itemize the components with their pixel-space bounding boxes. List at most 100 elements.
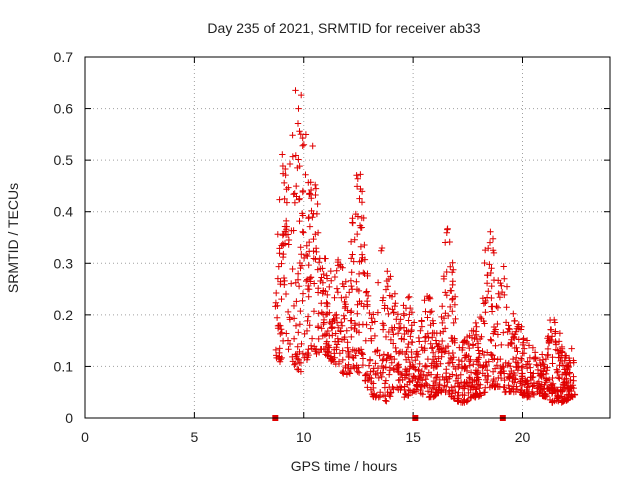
data-point [424,330,431,337]
data-point [522,361,530,368]
data-point [357,243,365,250]
data-point [513,386,521,393]
data-point [413,348,421,355]
data-point [277,330,284,338]
data-point [386,354,394,361]
data-point [327,267,334,275]
data-point [348,333,355,341]
data-point [433,363,441,370]
data-point [326,283,333,291]
data-point [476,362,484,369]
data-point [395,320,403,327]
data-point [455,356,462,364]
data-point [512,328,520,335]
data-point [283,217,290,225]
data-point [320,316,328,324]
data-point [466,374,473,381]
data-point [511,344,518,352]
data-point [374,309,382,316]
data-point [492,383,499,391]
data-point [300,141,308,148]
data-point [352,322,359,329]
data-point [308,207,315,215]
data-point [289,153,296,160]
data-point [375,374,382,382]
data-point [312,191,319,199]
data-point [514,348,521,355]
data-point [275,263,282,270]
data-point [312,231,319,238]
data-point [501,376,508,384]
data-point [334,335,341,342]
data-point [445,312,452,320]
data-point [480,351,488,359]
data-point [320,270,327,278]
data-point [382,286,390,293]
data-point [346,289,353,296]
data-point [429,334,436,341]
data-point [345,369,353,376]
data-point [545,339,553,347]
data-point [412,357,419,364]
data-point [476,385,483,392]
data-point [468,334,476,341]
data-point [361,256,369,263]
data-point [374,346,381,354]
data-point [273,314,281,321]
data-point [341,304,349,312]
data-point [279,151,286,158]
data-point [423,293,431,300]
data-point [439,344,447,352]
data-point [294,120,302,127]
data-point [312,256,319,263]
data-point [444,379,451,386]
data-point [496,294,504,301]
data-point [458,358,466,365]
data-point [392,300,399,307]
data-point [429,344,436,351]
data-point [400,312,408,319]
data-point [489,247,497,254]
data-point [423,372,431,379]
data-point [299,142,306,149]
data-point [402,390,409,397]
data-point [415,367,423,375]
data-point [518,382,526,390]
data-point [505,325,512,332]
data-point [309,142,316,150]
data-point [312,348,319,355]
data-point [542,391,549,398]
data-point [310,255,317,262]
data-point [358,251,366,258]
data-point [285,346,292,353]
data-point [480,389,488,396]
data-point [381,305,388,312]
data-point [372,360,379,367]
data-point [544,345,552,353]
data-point [335,358,343,365]
data-point [300,254,308,262]
data-point [307,342,315,349]
data-point [384,268,391,275]
data-point [396,348,404,355]
data-point [323,348,331,355]
data-point [460,380,468,388]
data-point [371,318,378,325]
data-point [353,365,360,372]
data-point [567,359,574,367]
data-point [281,179,288,187]
data-point [571,391,579,399]
data-point [294,270,302,277]
data-point [391,302,398,310]
data-point [536,356,544,364]
data-point [432,361,440,369]
data-point [414,379,421,386]
data-point [301,330,308,338]
data-point [401,330,408,338]
data-point [289,265,296,273]
data-point [382,377,390,384]
data-point [358,214,365,222]
data-point [487,336,494,343]
data-point [277,280,284,288]
data-point [483,361,490,369]
